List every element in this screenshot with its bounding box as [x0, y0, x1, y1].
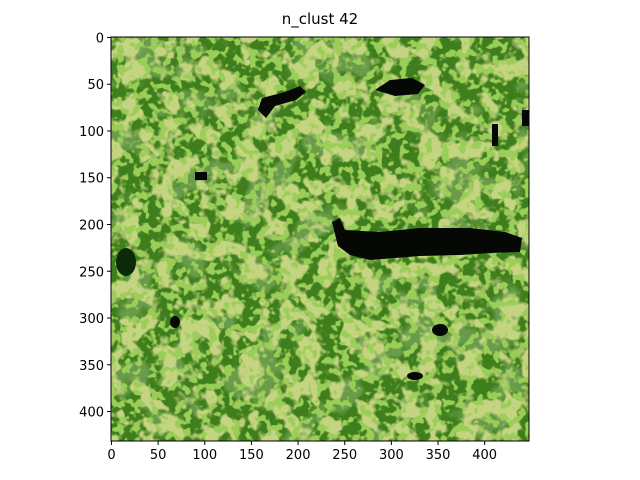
x-tick-label: 0 — [107, 448, 115, 463]
image — [111, 37, 529, 441]
x-tick-label: 350 — [426, 448, 451, 463]
y-tick-label: 100 — [79, 125, 104, 140]
x-tick-label: 400 — [472, 448, 497, 463]
y-tick-label: 350 — [79, 359, 104, 374]
x-tick-label: 300 — [379, 448, 404, 463]
chart-title: n_clust 42 — [282, 10, 358, 29]
axes-frame — [110, 36, 530, 442]
y-tick-label: 0 — [96, 31, 104, 46]
x-tick-label: 100 — [192, 448, 217, 463]
y-tick-label: 400 — [79, 406, 104, 421]
y-tick-label: 300 — [79, 312, 104, 327]
y-tick-label: 50 — [87, 78, 104, 93]
y-tick-label: 150 — [79, 172, 104, 187]
x-tick-label: 150 — [239, 448, 264, 463]
x-tick-label: 250 — [332, 448, 357, 463]
y-tick-label: 200 — [79, 219, 104, 234]
x-tick-label: 50 — [150, 448, 167, 463]
x-tick-label: 200 — [286, 448, 311, 463]
y-tick-label: 250 — [79, 265, 104, 280]
